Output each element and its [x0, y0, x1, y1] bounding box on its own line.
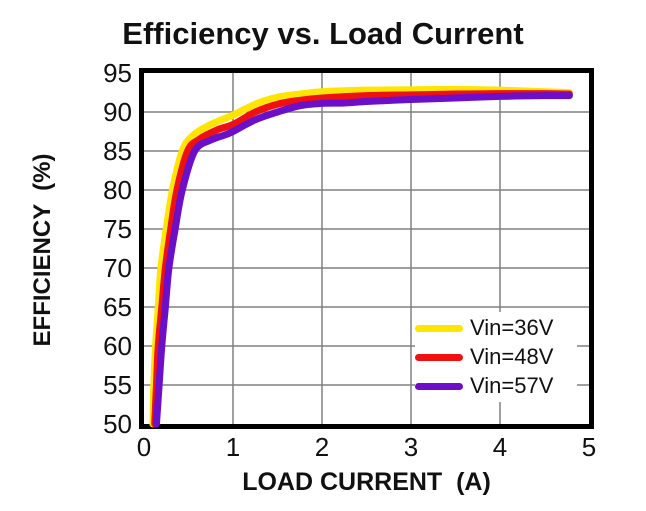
- y-tick-label: 95: [103, 58, 132, 88]
- legend: Vin=36V Vin=48V Vin=57V: [415, 312, 577, 402]
- x-tick-label: 4: [492, 432, 508, 462]
- legend-swatch-vin36: [415, 324, 463, 332]
- legend-label-vin36: Vin=36V: [470, 315, 554, 340]
- legend-item-vin48: Vin=48V: [415, 343, 577, 371]
- y-tick-label: 60: [103, 331, 132, 361]
- legend-swatch-vin48: [415, 353, 463, 361]
- y-tick-label: 85: [103, 136, 132, 166]
- y-tick-label: 65: [103, 292, 132, 322]
- plot-area: Vin=36V Vin=48V Vin=57V: [139, 68, 594, 429]
- x-tick-label: 3: [403, 432, 419, 462]
- y-tick-label: 80: [103, 175, 132, 205]
- y-tick-label: 50: [103, 409, 132, 439]
- series-line-vin-57v: [152, 92, 573, 428]
- legend-label-vin48: Vin=48V: [470, 344, 554, 369]
- legend-label-vin57: Vin=57V: [470, 373, 554, 398]
- series-line-vin-48v: [151, 90, 573, 428]
- x-tick-label: 1: [225, 432, 241, 462]
- x-tick-label: 2: [314, 432, 330, 462]
- y-tick-label: 70: [103, 253, 132, 283]
- y-tick-label: 55: [103, 370, 132, 400]
- x-tick-label: 0: [136, 432, 152, 462]
- legend-swatch-vin57: [415, 382, 463, 390]
- y-tick-label: 75: [103, 214, 132, 244]
- x-axis-title: LOAD CURRENT (A): [242, 468, 491, 496]
- legend-item-vin57: Vin=57V: [415, 372, 577, 400]
- chart-title: Efficiency vs. Load Current: [122, 16, 524, 51]
- x-tick-label: 5: [581, 432, 597, 462]
- y-tick-label: 90: [103, 97, 132, 127]
- legend-item-vin36: Vin=36V: [415, 314, 577, 342]
- series-line-vin-36v: [149, 85, 573, 428]
